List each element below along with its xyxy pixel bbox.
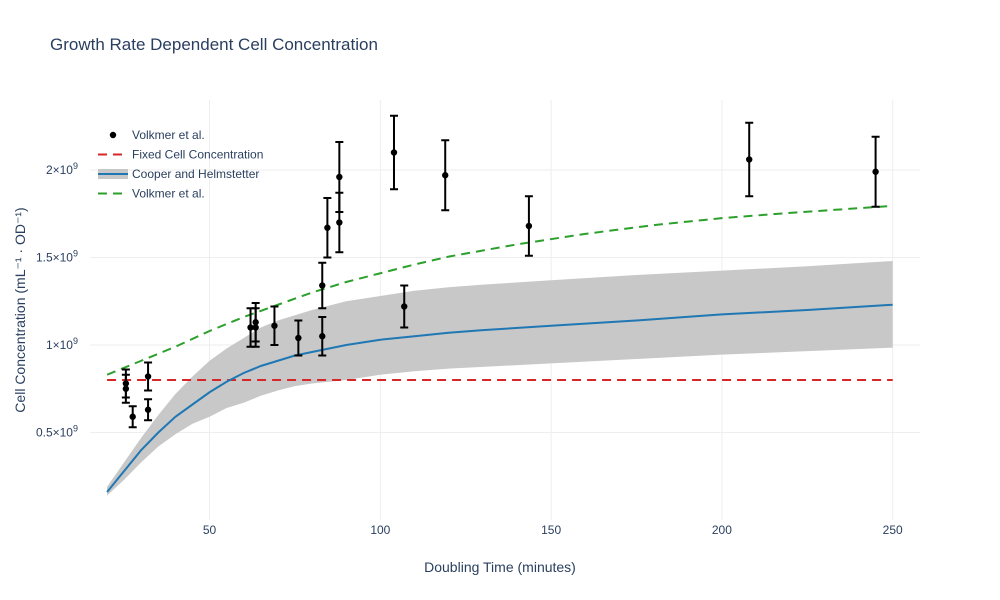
x-axis-ticks: 50 100 150 200 250	[203, 523, 903, 537]
marker	[324, 224, 331, 231]
data-point	[524, 195, 533, 257]
x-tick-label: 50	[203, 523, 217, 537]
legend-item: Volkmer et al.	[98, 187, 205, 201]
marker	[746, 156, 753, 163]
data-point	[144, 361, 153, 392]
marker	[271, 322, 278, 329]
x-axis-title: Doubling Time (minutes)	[424, 559, 576, 575]
legend-label: Fixed Cell Concentration	[132, 148, 263, 162]
legend-item: Fixed Cell Concentration	[98, 148, 263, 162]
y-tick-label: 0.5×109	[36, 424, 78, 440]
marker	[319, 282, 326, 289]
x-tick-label: 250	[883, 523, 903, 537]
marker	[129, 413, 136, 420]
data-point	[251, 302, 260, 343]
data-point	[128, 405, 137, 429]
legend-label: Cooper and Helmstetter	[132, 167, 259, 181]
data-point	[318, 261, 327, 310]
volkmer-fit-line	[106, 204, 893, 376]
data-point	[400, 284, 409, 329]
cooper-band	[107, 261, 893, 496]
y-axis-ticks: 0.5×109 1×109 1.5×109 2×109	[36, 161, 78, 440]
x-tick-label: 200	[712, 523, 732, 537]
x-tick-label: 100	[370, 523, 390, 537]
marker	[872, 168, 879, 175]
y-tick-label: 1.5×109	[36, 249, 78, 265]
marker	[442, 172, 449, 179]
data-point	[270, 305, 279, 346]
marker	[390, 149, 398, 156]
y-tick-label: 2×109	[46, 161, 78, 177]
legend-item: Volkmer et al.	[109, 128, 205, 142]
data-point	[389, 114, 398, 191]
marker	[336, 173, 343, 181]
legend-label: Volkmer et al.	[132, 128, 205, 142]
legend-item: Cooper and Helmstetter	[98, 167, 259, 181]
marker	[319, 333, 326, 340]
marker	[247, 324, 254, 331]
data-point	[294, 319, 303, 357]
data-point	[144, 398, 153, 422]
data-point	[335, 141, 344, 213]
marker	[525, 222, 533, 230]
y-tick-label: 1×109	[46, 336, 78, 352]
chart-title: Growth Rate Dependent Cell Concentration	[50, 35, 378, 54]
marker	[295, 334, 302, 342]
marker	[144, 406, 152, 413]
data-point	[871, 135, 880, 208]
x-tick-label: 150	[541, 523, 561, 537]
marker	[336, 219, 343, 226]
marker	[144, 373, 152, 380]
marker	[401, 303, 408, 310]
data-point	[441, 139, 450, 212]
data-points	[121, 114, 880, 429]
data-point	[318, 316, 327, 357]
legend-marker-symbol	[109, 131, 117, 139]
data-point	[121, 368, 130, 399]
data-point	[745, 121, 754, 198]
cooper-helmstetter-band	[107, 261, 893, 496]
legend: Volkmer et al. Fixed Cell Concentration Co…	[98, 128, 263, 201]
marker	[122, 380, 130, 387]
marker	[252, 319, 259, 326]
legend-label: Volkmer et al.	[132, 187, 205, 201]
data-point	[323, 197, 332, 259]
y-axis-title: Cell Concentration (mL⁻¹ · OD⁻¹)	[12, 207, 28, 412]
